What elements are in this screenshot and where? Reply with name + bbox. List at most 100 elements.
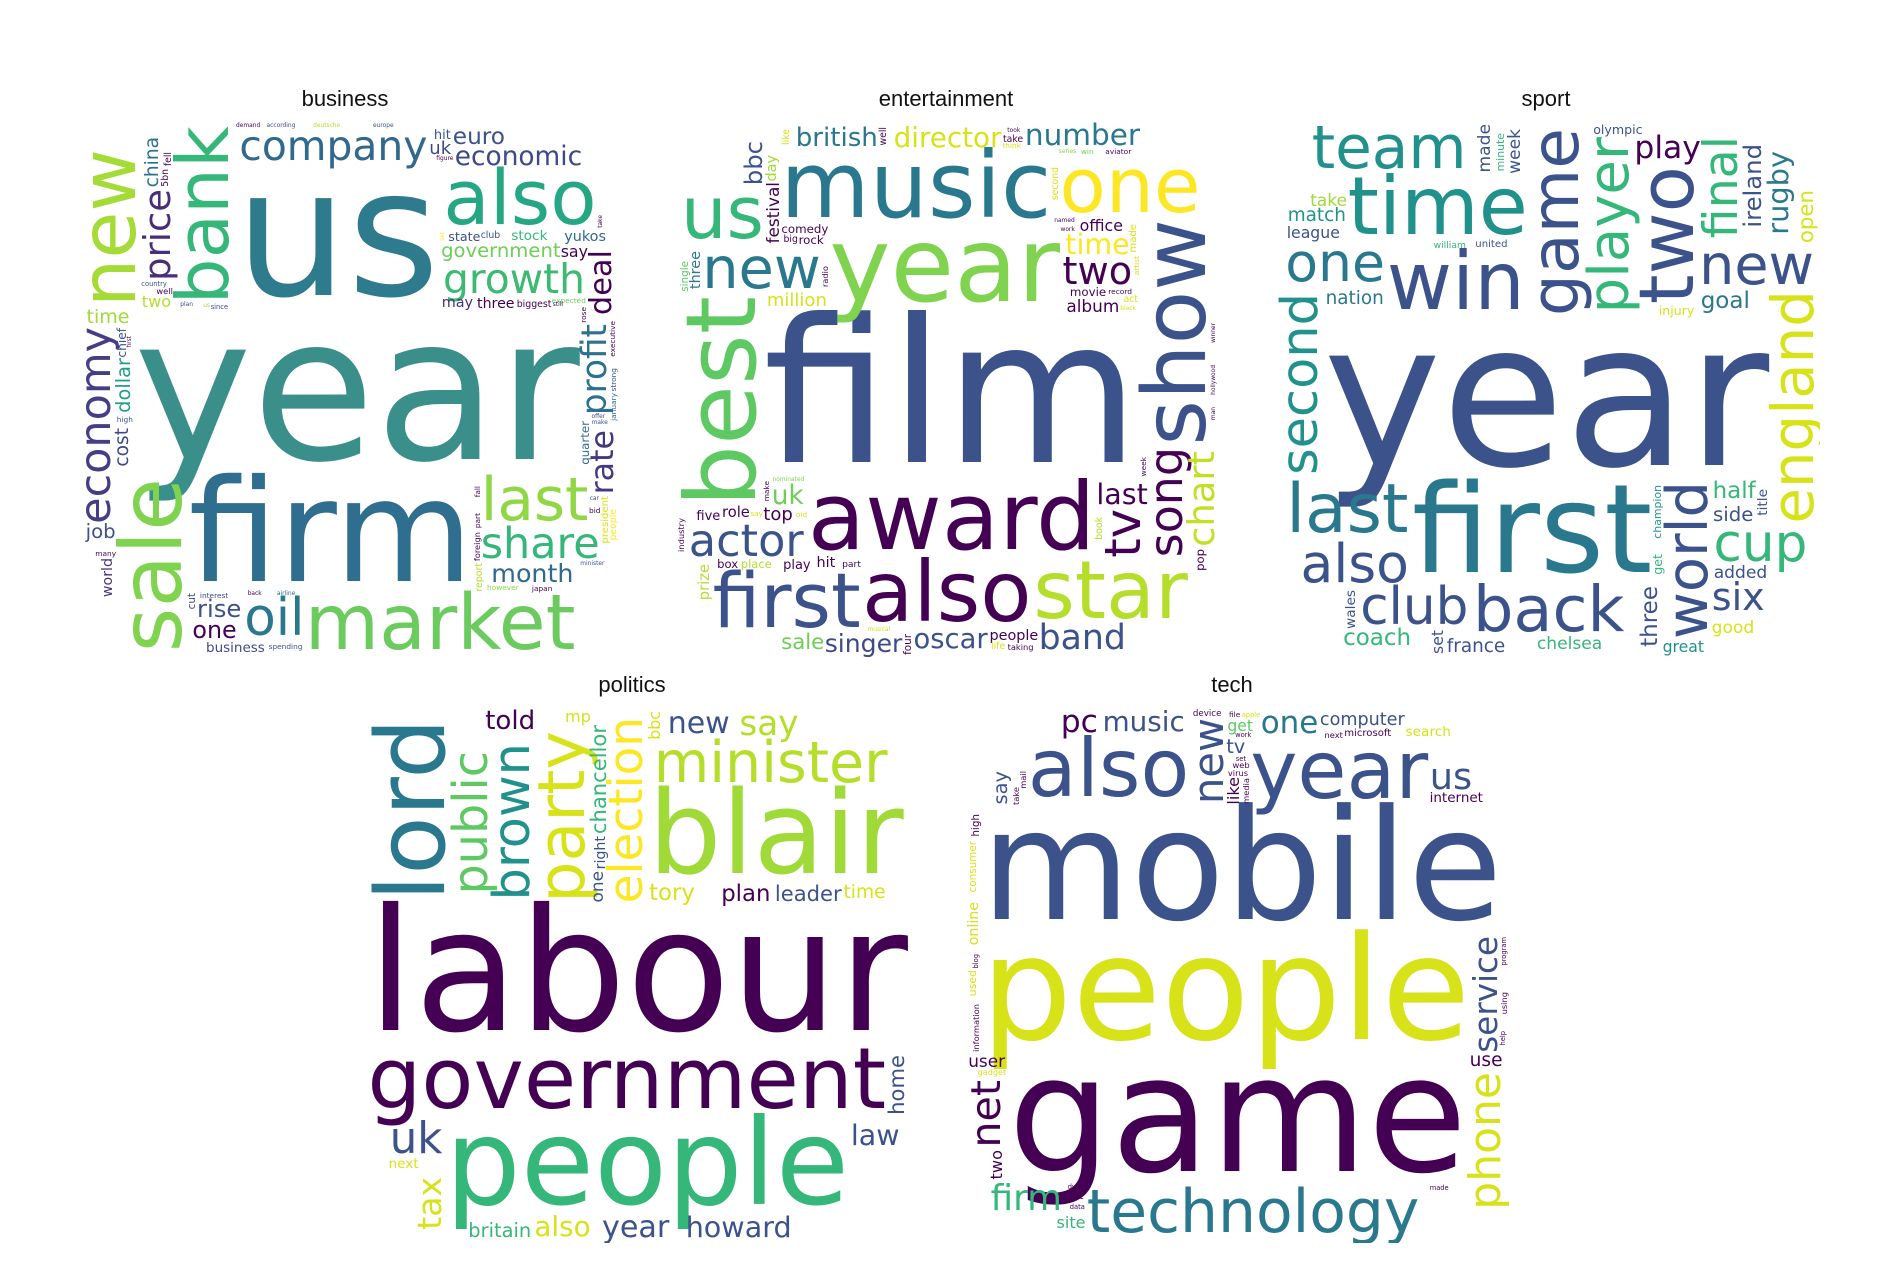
cloud-word: take <box>598 215 604 228</box>
cloud-word: us <box>235 131 440 338</box>
cloud-word: like <box>1223 776 1243 805</box>
cloud-word: made <box>1429 1183 1449 1192</box>
cloud-word: euro <box>452 123 505 151</box>
cloud-word: program <box>1499 937 1508 966</box>
cloud-word: public <box>443 751 499 895</box>
cloud-word: match <box>1287 205 1346 227</box>
cloud-word: take <box>1011 786 1022 805</box>
cloud-word: however <box>487 583 519 593</box>
cloud-word: big <box>783 234 798 246</box>
cloud-word: report <box>474 562 486 592</box>
cloud-word: bbc <box>739 140 769 185</box>
cloud-word: took <box>1007 127 1021 134</box>
cloud-word: show <box>1123 219 1220 446</box>
cloud-word: may <box>441 294 474 311</box>
cloud-word: search <box>1405 723 1451 740</box>
cloud-word: hollywood <box>1211 364 1218 395</box>
cloud-word: artist <box>1131 256 1141 276</box>
cloud-word: office <box>1079 216 1123 235</box>
cloud-word: british <box>795 123 878 153</box>
cloud-word: profit <box>574 323 615 416</box>
cloud-word: man <box>1210 406 1217 420</box>
cloud-word: stock <box>511 228 548 244</box>
cloud-word: think <box>1002 141 1021 151</box>
cloud-word: plan <box>721 880 771 907</box>
cloud-word: say <box>989 770 1013 805</box>
cloud-word: also <box>1027 722 1190 816</box>
cloud-word: two <box>141 292 172 312</box>
cloud-word: award <box>807 462 1096 572</box>
cloud-word: japan <box>531 583 553 593</box>
cloud-word: director <box>893 122 1002 154</box>
cloud-word: firm <box>188 449 474 615</box>
cloud-word: airline <box>276 590 296 597</box>
cloud-word: say <box>750 508 763 518</box>
cloud-word: open <box>1794 189 1820 243</box>
cloud-word: make <box>591 419 608 426</box>
cloud-word: nation <box>1325 288 1384 310</box>
cloud-word: music <box>780 132 1052 240</box>
cloud-word: many <box>95 548 117 558</box>
cloud-word: device <box>1192 708 1222 719</box>
cloud-word: price <box>135 188 179 281</box>
cloud-word: chart <box>1180 451 1220 548</box>
cloud-word: according <box>266 122 296 129</box>
cloud-word: information <box>970 1004 981 1053</box>
cloud-word: mp <box>565 708 591 726</box>
cloud-word: 5bn <box>160 169 171 187</box>
cloud-word: executive <box>607 320 617 357</box>
cloud-word: top <box>763 503 793 525</box>
cloud-word: minute <box>1494 132 1508 172</box>
cloud-word: work <box>1060 226 1075 233</box>
cloud-word: four <box>902 634 915 655</box>
cloud-word: part <box>842 558 861 570</box>
cloud-word: government <box>367 1029 887 1129</box>
cloud-word: still <box>552 302 563 309</box>
cloud-word: back <box>1473 573 1625 648</box>
cloud-word: january <box>609 393 619 422</box>
cloud-word: two <box>986 1149 1006 1180</box>
cloud-word: also <box>534 1210 591 1243</box>
cloud-word: aviator <box>1105 146 1132 156</box>
cloud-word: take <box>1003 133 1024 145</box>
cloud-word: week <box>1138 457 1148 477</box>
wordcloud-business: year us firm market bank sale growth new economy… <box>75 122 620 657</box>
cloud-word: life <box>991 641 1006 652</box>
wordcloud-sport: year game england first player win time two worl… <box>1275 122 1820 657</box>
cloud-word: leader <box>774 881 842 907</box>
cloud-word: pc <box>1060 708 1098 741</box>
cloud-word: box <box>717 556 739 571</box>
cloud-word: month <box>491 559 574 589</box>
cloud-word: made <box>1474 124 1495 173</box>
cloud-word: get <box>1227 716 1253 735</box>
cloud-word: year <box>829 206 1061 327</box>
cloud-word: play <box>783 558 811 574</box>
cloud-word: nominated <box>772 477 805 483</box>
cloud-word: mobile <box>980 776 1503 956</box>
cloud-word: business <box>206 640 265 657</box>
cloud-word: deal <box>583 250 619 316</box>
cloud-word: singer <box>824 629 903 657</box>
cloud-word: time <box>843 881 886 903</box>
cloud-word: spending <box>268 642 303 652</box>
cloud-word: series <box>1058 148 1077 155</box>
cloud-word: state <box>448 229 481 245</box>
cloud-word: microsoft <box>1344 728 1392 739</box>
cloud-word: government <box>441 239 561 262</box>
cloud-word: chancellor <box>585 724 611 835</box>
cloud-word: first <box>1062 1189 1084 1203</box>
cloud-word: world <box>100 558 117 598</box>
cloud-word: time <box>1065 227 1130 261</box>
cloud-word: one <box>1260 708 1319 741</box>
cloud-word: one <box>192 616 237 644</box>
cloud-word: club <box>480 229 501 241</box>
cloud-word: win <box>1080 147 1094 157</box>
cloud-word: year <box>1323 280 1770 514</box>
cloud-word: chief <box>114 328 129 358</box>
cloud-word: demand <box>236 122 261 129</box>
cloud-word: band <box>1038 618 1126 657</box>
cloud-word: game <box>1008 1021 1468 1210</box>
cloud-word: last <box>1096 477 1148 511</box>
cloud-word: pop <box>1192 549 1207 572</box>
cloud-word: star <box>1033 544 1188 638</box>
